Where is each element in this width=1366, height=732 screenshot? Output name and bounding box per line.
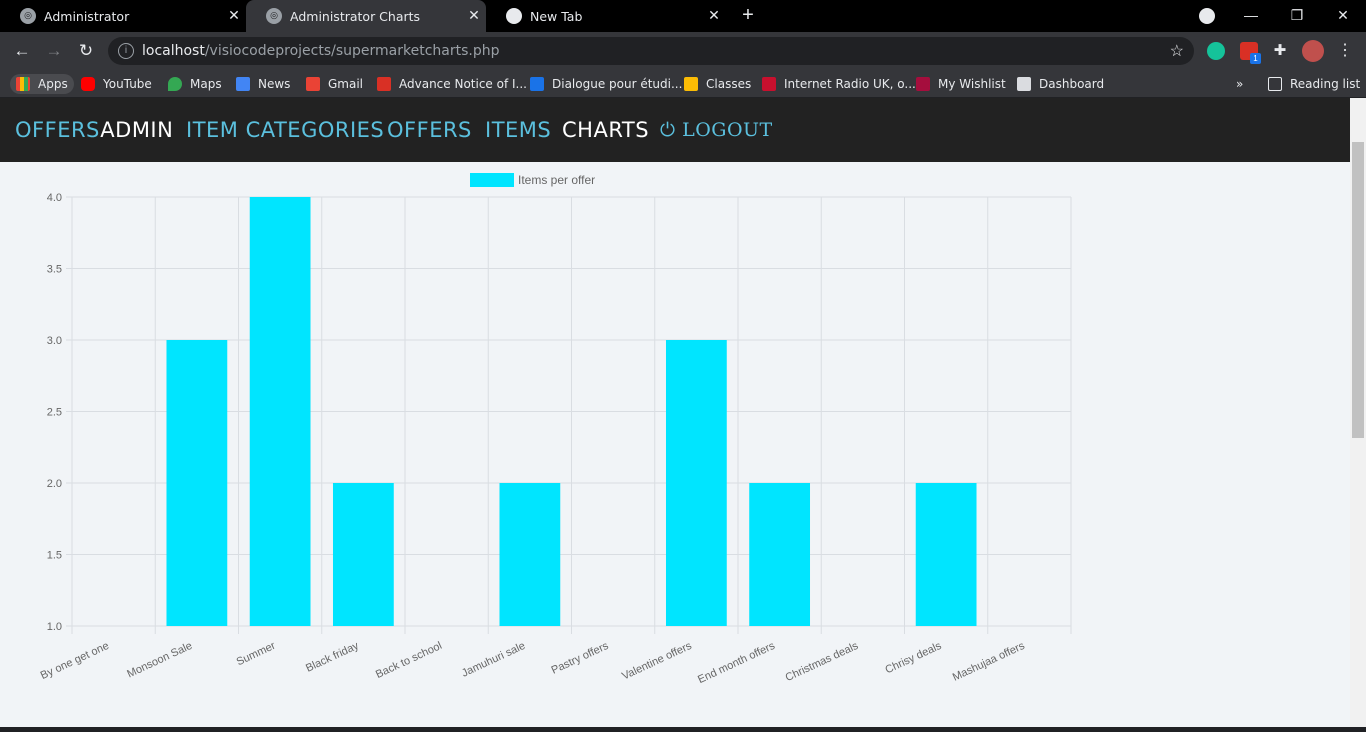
scrollbar-thumb[interactable] bbox=[1352, 142, 1364, 438]
bar bbox=[499, 483, 561, 626]
youtube-icon bbox=[81, 77, 95, 91]
bookmark-dialogue[interactable]: Dialogue pour étudi... bbox=[530, 74, 682, 94]
bookmark-star-icon[interactable]: ☆ bbox=[1169, 43, 1184, 60]
bookmark-news[interactable]: News bbox=[236, 74, 290, 94]
url-text: localhost/visiocodeprojects/supermarketc… bbox=[142, 43, 500, 59]
browser-tab-strip: ◎ Administrator ✕ ◎ Administrator Charts… bbox=[0, 0, 1366, 32]
brand-link[interactable]: OFFERSADMIN bbox=[15, 118, 174, 142]
site-favicon-icon: ◎ bbox=[266, 8, 282, 24]
y-tick-label: 2.5 bbox=[47, 407, 62, 419]
menu-kebab-icon[interactable]: ⋮ bbox=[1337, 42, 1353, 59]
mail-icon bbox=[377, 77, 391, 91]
nav-charts[interactable]: CHARTS bbox=[562, 118, 650, 142]
bookmark-wishlist[interactable]: My Wishlist bbox=[916, 74, 1006, 94]
apps-grid-icon bbox=[16, 77, 30, 91]
classroom-icon bbox=[684, 77, 698, 91]
bookmark-internet-radio[interactable]: Internet Radio UK, o... bbox=[762, 74, 916, 94]
legend-label: Items per offer bbox=[518, 173, 595, 187]
bookmarks-bar: Apps YouTube Maps News Gmail Advance Not… bbox=[0, 70, 1366, 98]
x-tick-label: Chrisy deals bbox=[883, 640, 943, 677]
gmail-icon bbox=[306, 77, 320, 91]
dashboard-icon bbox=[1017, 77, 1031, 91]
page-icon bbox=[530, 77, 544, 91]
tab-search-icon[interactable] bbox=[1199, 8, 1215, 24]
window-close-button[interactable]: ✕ bbox=[1337, 7, 1349, 23]
bookmark-apps[interactable]: Apps bbox=[10, 74, 74, 94]
close-icon[interactable]: ✕ bbox=[468, 8, 480, 24]
news-icon bbox=[236, 77, 250, 91]
browser-tab[interactable]: New Tab ✕ bbox=[486, 0, 726, 32]
bookmark-advance-notice[interactable]: Advance Notice of I... bbox=[377, 74, 527, 94]
reading-list-button[interactable]: Reading list bbox=[1268, 74, 1360, 94]
bookmark-classes[interactable]: Classes bbox=[684, 74, 751, 94]
y-tick-label: 1.5 bbox=[47, 550, 62, 562]
avatar[interactable] bbox=[1302, 40, 1324, 62]
extension-badge: 1 bbox=[1250, 53, 1261, 64]
x-tick-label: Pastry offers bbox=[550, 640, 611, 677]
back-button[interactable]: ← bbox=[13, 41, 31, 60]
y-tick-label: 3.0 bbox=[47, 335, 62, 347]
bookmark-gmail[interactable]: Gmail bbox=[306, 74, 363, 94]
browser-tab[interactable]: ◎ Administrator ✕ bbox=[0, 0, 246, 32]
y-tick-label: 3.5 bbox=[47, 264, 62, 276]
maps-icon bbox=[168, 77, 182, 91]
reload-button[interactable]: ↻ bbox=[78, 41, 94, 60]
nav-item-categories[interactable]: ITEM CATEGORIES bbox=[186, 118, 385, 142]
uk-flag-icon bbox=[762, 77, 776, 91]
x-tick-label: Mashujaa offers bbox=[951, 640, 1027, 684]
nav-logout[interactable]: ⏻ LOGOUT bbox=[660, 119, 773, 141]
tab-title: Administrator Charts bbox=[290, 8, 421, 24]
more-bookmarks-icon[interactable]: » bbox=[1236, 77, 1244, 91]
bar bbox=[665, 340, 727, 626]
page-scrollbar[interactable] bbox=[1350, 98, 1366, 727]
site-info-icon[interactable]: i bbox=[118, 43, 134, 59]
x-tick-label: By one get one bbox=[39, 640, 111, 682]
restore-button[interactable]: ❐ bbox=[1290, 7, 1304, 23]
bookmark-youtube[interactable]: YouTube bbox=[81, 74, 152, 94]
x-tick-label: Summer bbox=[235, 640, 278, 669]
bookmark-dashboard[interactable]: Dashboard bbox=[1017, 74, 1104, 94]
tab-title: New Tab bbox=[530, 8, 583, 24]
site-favicon-icon: ◎ bbox=[20, 8, 36, 24]
x-tick-label: Jamuhuri sale bbox=[460, 640, 527, 680]
x-tick-label: Valentine offers bbox=[620, 640, 694, 683]
wishlist-icon bbox=[916, 77, 930, 91]
bar bbox=[915, 483, 977, 626]
bar bbox=[749, 483, 811, 626]
power-icon: ⏻ bbox=[660, 119, 676, 141]
bookmark-maps[interactable]: Maps bbox=[168, 74, 222, 94]
chrome-icon bbox=[506, 8, 522, 24]
nav-items[interactable]: ITEMS bbox=[485, 118, 552, 142]
forward-button[interactable]: → bbox=[45, 41, 63, 60]
tab-title: Administrator bbox=[44, 8, 130, 24]
y-tick-label: 2.0 bbox=[47, 478, 62, 490]
browser-tab-active[interactable]: ◎ Administrator Charts ✕ bbox=[246, 0, 486, 32]
reading-list-icon bbox=[1268, 77, 1282, 91]
x-tick-label: Black friday bbox=[304, 640, 361, 675]
y-tick-label: 1.0 bbox=[47, 621, 62, 633]
puzzle-icon[interactable]: ✚ bbox=[1273, 42, 1287, 59]
y-tick-label: 4.0 bbox=[47, 192, 62, 204]
bar-chart: 1.0 1.5 2.0 2.5 3.0 3.5 4.0 By one get one Monso… bbox=[39, 173, 1072, 686]
legend-swatch bbox=[470, 173, 514, 187]
minimize-button[interactable]: — bbox=[1244, 7, 1258, 23]
nav-offers[interactable]: OFFERS bbox=[387, 118, 472, 142]
close-icon[interactable]: ✕ bbox=[708, 8, 720, 24]
bar bbox=[166, 340, 228, 626]
x-tick-label: Monsoon Sale bbox=[125, 640, 194, 681]
browser-toolbar: ← → ↻ i localhost/visiocodeprojects/supe… bbox=[0, 32, 1366, 70]
site-navbar: OFFERSADMIN ITEM CATEGORIES OFFERS ITEMS… bbox=[0, 98, 1350, 162]
address-bar[interactable]: i localhost/visiocodeprojects/supermarke… bbox=[108, 37, 1194, 65]
chart-area: 1.0 1.5 2.0 2.5 3.0 3.5 4.0 By one get one Monso… bbox=[0, 162, 1350, 727]
grammarly-icon[interactable] bbox=[1207, 42, 1225, 60]
bar bbox=[249, 197, 311, 626]
x-tick-label: Back to school bbox=[374, 640, 444, 681]
new-tab-button[interactable]: + bbox=[742, 4, 754, 26]
close-icon[interactable]: ✕ bbox=[228, 8, 240, 24]
bar bbox=[332, 483, 394, 626]
x-tick-label: Christmas deals bbox=[784, 640, 861, 684]
x-tick-label: End month offers bbox=[696, 640, 777, 686]
